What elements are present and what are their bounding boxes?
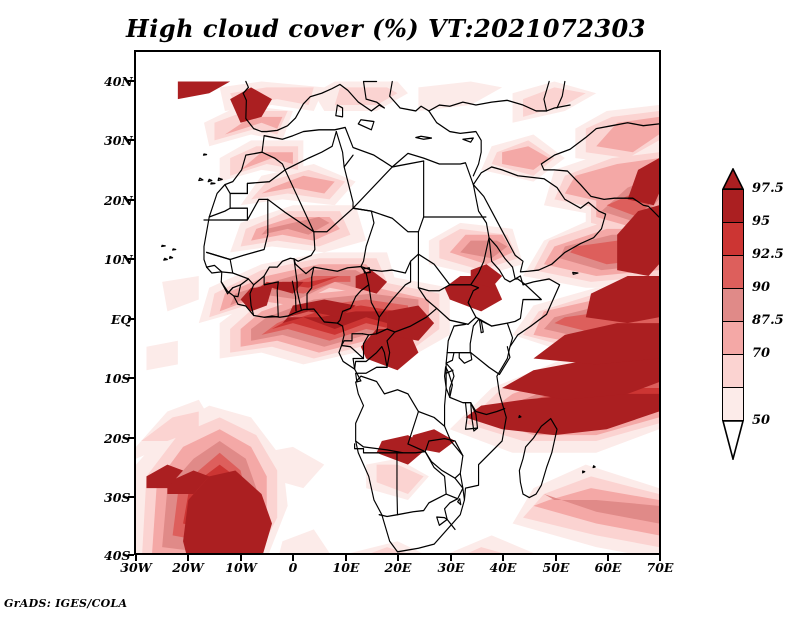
x-label-20E: 20E <box>384 560 412 575</box>
y-label-10N: 10N <box>104 252 133 267</box>
x-label-70E: 70E <box>646 560 674 575</box>
cloud-cover-field <box>136 81 659 553</box>
grads-credit: GrADS: IGES/COLA <box>4 597 128 610</box>
y-label-30S: 30S <box>104 490 131 505</box>
x-tick-0 <box>292 555 294 561</box>
y-tick-40S <box>128 554 134 556</box>
colorbar-band-6 <box>722 222 744 256</box>
map-canvas <box>136 80 659 553</box>
y-tick-30N <box>128 139 134 141</box>
x-label-30E: 30E <box>437 560 465 575</box>
x-tick-10W <box>240 555 242 561</box>
x-tick-60E <box>607 555 609 561</box>
y-label-30N: 30N <box>104 133 133 148</box>
colorbar-extend-high-arrow <box>722 168 744 190</box>
y-label-40N: 40N <box>104 74 133 89</box>
x-tick-30E <box>450 555 452 561</box>
y-tick-10S <box>128 377 134 379</box>
x-label-10W: 10W <box>225 560 257 575</box>
colorbar-band-1 <box>722 387 744 421</box>
colorbar-label-95: 95 <box>752 214 771 229</box>
y-tick-40N <box>128 80 134 82</box>
y-label-20S: 20S <box>104 431 131 446</box>
coastlines-and-borders <box>161 80 659 553</box>
x-tick-10E <box>345 555 347 561</box>
y-label-20N: 20N <box>104 193 133 208</box>
colorbar-band-2 <box>722 354 744 388</box>
y-tick-10N <box>128 258 134 260</box>
colorbar-band-5 <box>722 255 744 289</box>
colorbar-label-70: 70 <box>752 346 771 361</box>
colorbar-label-92-5: 92.5 <box>752 247 784 262</box>
y-tick-20S <box>128 437 134 439</box>
colorbar-band-4 <box>722 288 744 322</box>
page-title: High cloud cover (%) VT:2021072303 <box>126 14 646 43</box>
x-label-20W: 20W <box>172 560 204 575</box>
colorbar-label-50: 50 <box>752 413 771 428</box>
colorbar-band-7 <box>722 189 744 223</box>
x-tick-70E <box>659 555 661 561</box>
colorbar-label-87-5: 87.5 <box>752 313 784 328</box>
colorbar-label-97-5: 97.5 <box>752 181 784 196</box>
colorbar: 97.5 95 92.5 90 87.5 70 50 <box>714 168 798 460</box>
colorbar-label-90: 90 <box>752 280 771 295</box>
colorbar-extend-low-arrow <box>722 420 744 460</box>
x-tick-50E <box>555 555 557 561</box>
map-plot-area <box>134 50 661 555</box>
x-label-30W: 30W <box>120 560 152 575</box>
x-label-40E: 40E <box>489 560 517 575</box>
x-tick-40E <box>502 555 504 561</box>
x-label-0: 0 <box>288 560 298 575</box>
y-label-10S: 10S <box>104 371 131 386</box>
x-label-60E: 60E <box>594 560 622 575</box>
y-tick-EQ <box>128 318 134 320</box>
y-tick-20N <box>128 199 134 201</box>
x-tick-20E <box>397 555 399 561</box>
x-label-10E: 10E <box>332 560 360 575</box>
colorbar-band-3 <box>722 321 744 355</box>
y-label-EQ: EQ <box>111 312 132 327</box>
x-tick-30W <box>135 555 137 561</box>
x-label-50E: 50E <box>542 560 570 575</box>
y-tick-30S <box>128 496 134 498</box>
x-tick-20W <box>187 555 189 561</box>
y-label-40S: 40S <box>104 548 131 563</box>
